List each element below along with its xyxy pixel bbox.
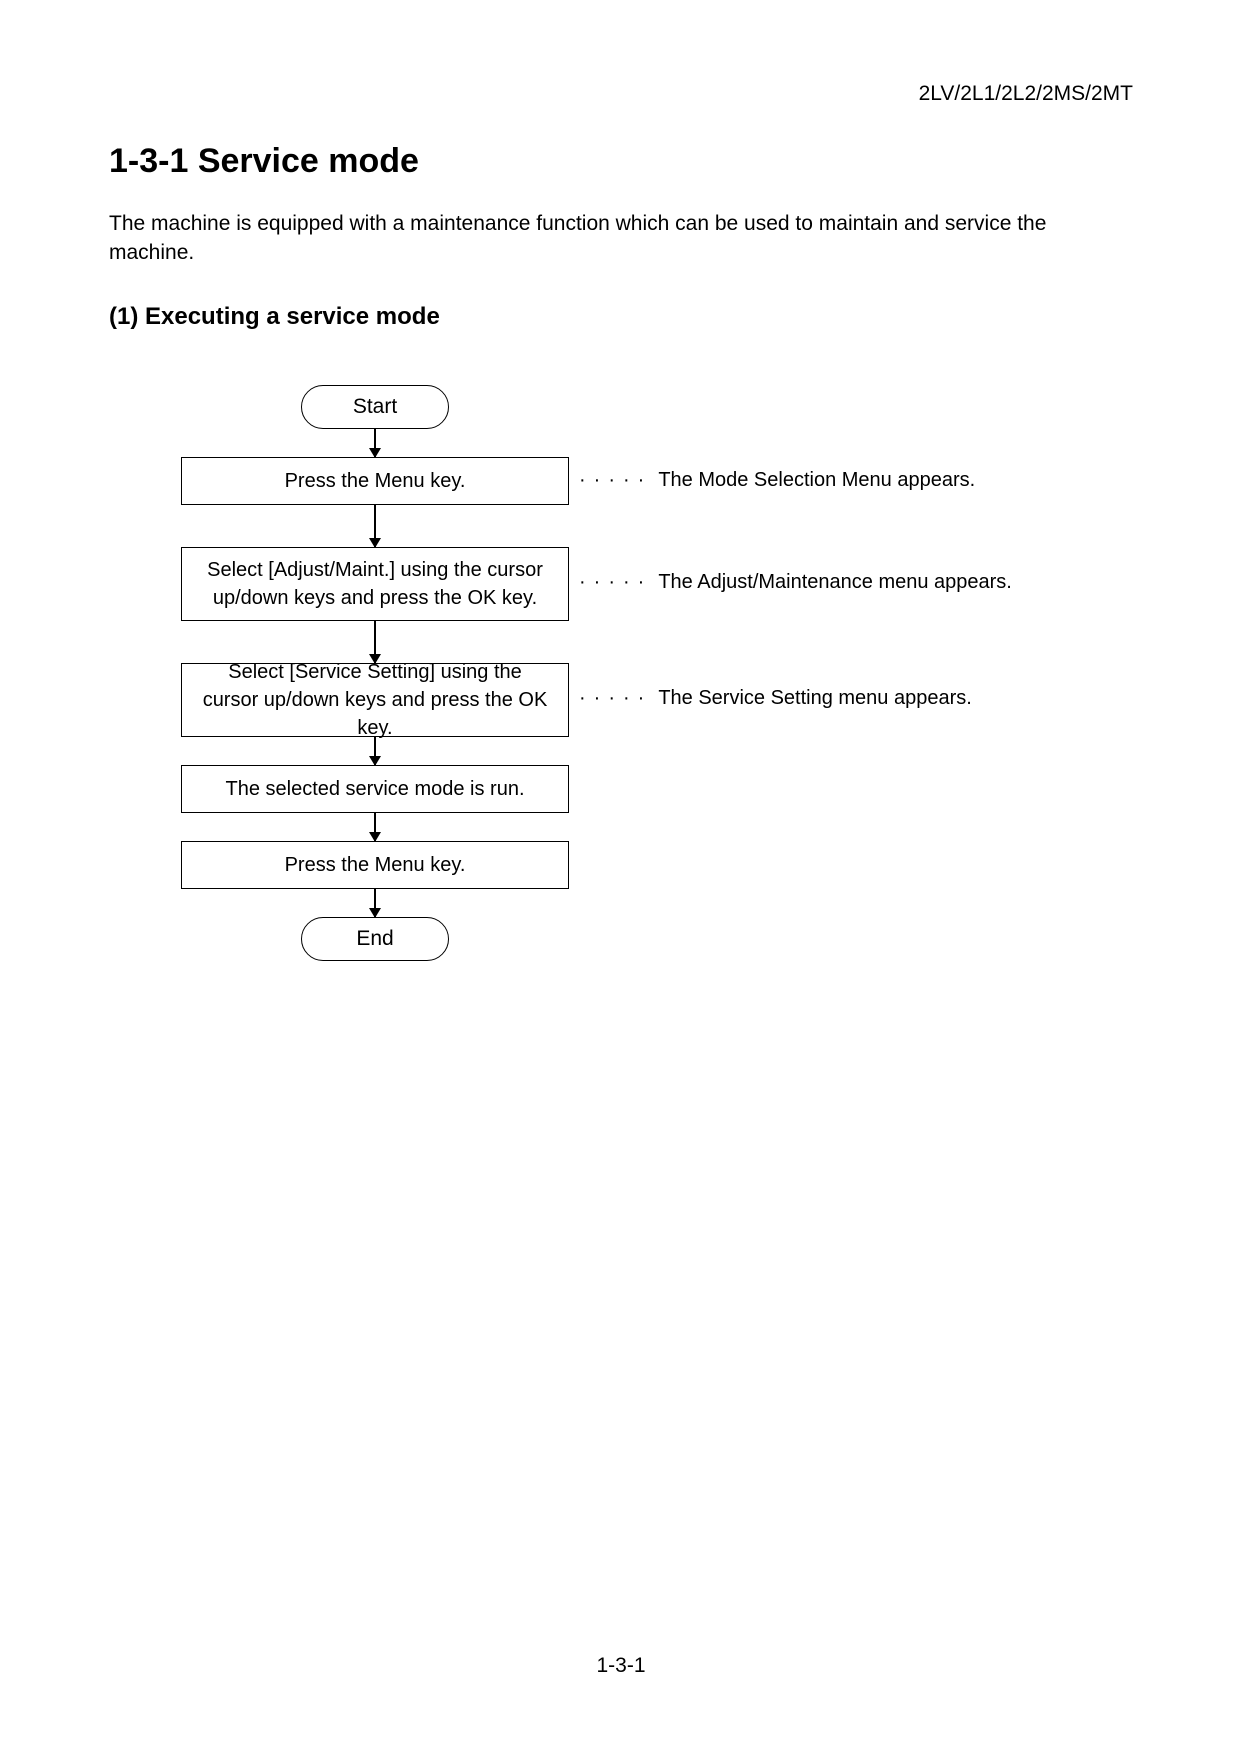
annotation-text: The Service Setting menu appears.	[658, 687, 972, 710]
arrow-head-icon	[369, 538, 381, 548]
flowchart-process-node: Press the Menu key.	[181, 457, 569, 505]
flowchart-process-node: Select [Service Setting] using the curso…	[181, 663, 569, 737]
dots-leader: ·····	[579, 571, 652, 594]
arrow-head-icon	[369, 448, 381, 458]
intro-paragraph: The machine is equipped with a maintenan…	[109, 209, 1133, 268]
arrow-head-icon	[369, 908, 381, 918]
document-code: 2LV/2L1/2L2/2MS/2MT	[919, 82, 1133, 106]
dots-leader: ·····	[579, 469, 652, 492]
flowchart-diagram: Start Press the Menu key. Select [Adjust…	[109, 385, 1133, 961]
annotation-text: The Adjust/Maintenance menu appears.	[658, 571, 1012, 594]
arrow-head-icon	[369, 756, 381, 766]
flowchart-arrow	[374, 505, 376, 547]
flowchart: Start Press the Menu key. Select [Adjust…	[109, 385, 1133, 961]
flowchart-arrow	[374, 737, 376, 765]
annotation-text: The Mode Selection Menu appears.	[658, 469, 975, 492]
arrow-head-icon	[369, 832, 381, 842]
flowchart-process-node: The selected service mode is run.	[181, 765, 569, 813]
flowchart-process-node: Press the Menu key.	[181, 841, 569, 889]
flowchart-arrow	[374, 429, 376, 457]
arrow-head-icon	[369, 654, 381, 664]
flowchart-arrow	[374, 813, 376, 841]
flowchart-arrow	[374, 889, 376, 917]
section-title: 1-3-1 Service mode	[109, 142, 419, 181]
flowchart-annotation: ····· The Service Setting menu appears.	[579, 687, 972, 710]
flowchart-annotation: ····· The Adjust/Maintenance menu appear…	[579, 571, 1012, 594]
subsection-title: (1) Executing a service mode	[109, 303, 440, 331]
flowchart-annotation: ····· The Mode Selection Menu appears.	[579, 469, 975, 492]
flowchart-column: Start Press the Menu key. Select [Adjust…	[181, 385, 569, 961]
flowchart-process-node: Select [Adjust/Maint.] using the cursor …	[181, 547, 569, 621]
flowchart-end-node: End	[301, 917, 449, 961]
flowchart-arrow	[374, 621, 376, 663]
dots-leader: ·····	[579, 687, 652, 710]
page-number: 1-3-1	[0, 1654, 1242, 1678]
flowchart-start-node: Start	[301, 385, 449, 429]
